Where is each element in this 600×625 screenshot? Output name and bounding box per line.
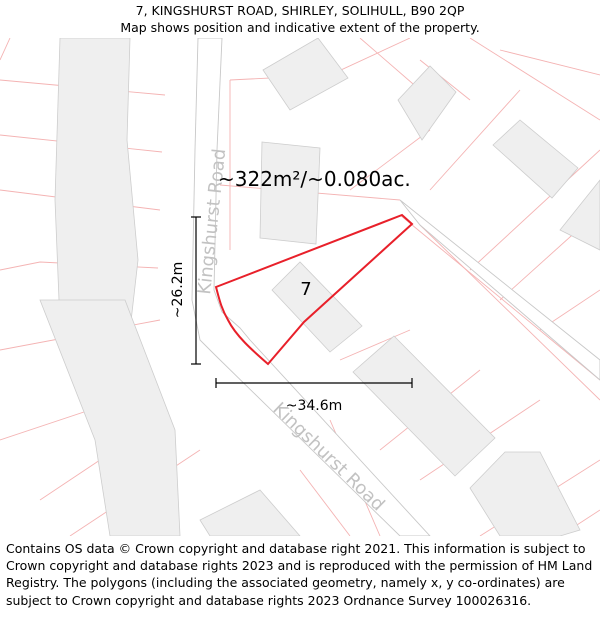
map-subtitle: Map shows position and indicative extent… (120, 20, 480, 35)
map-svg[interactable]: Kingshurst Road Kingshurst Road ~322m²/~… (0, 38, 600, 536)
building (397, 65, 457, 141)
building (559, 179, 600, 251)
map-header: 7, KINGSHURST ROAD, SHIRLEY, SOLIHULL, B… (0, 0, 600, 38)
building (262, 38, 349, 111)
building (199, 489, 301, 536)
building (352, 335, 496, 477)
building (492, 119, 579, 199)
house-number-label: 7 (300, 279, 311, 300)
copyright-notice: Contains OS data © Crown copyright and d… (6, 541, 593, 608)
road-name-lower: Kingshurst Road (269, 398, 389, 515)
property-address: 7, KINGSHURST ROAD, SHIRLEY, SOLIHULL, B… (135, 3, 465, 18)
area-label: ~322m²/~0.080ac. (218, 167, 411, 191)
dimension-height-label: ~26.2m (170, 262, 186, 319)
house-7-building (271, 261, 363, 353)
buildings (39, 38, 600, 536)
dimension-width-line (215, 378, 413, 388)
building (54, 38, 139, 331)
building (39, 299, 181, 536)
dimension-height-line (191, 216, 201, 365)
plot-boundaries (0, 38, 600, 536)
property-boundary[interactable] (214, 213, 414, 366)
map-canvas[interactable]: Kingshurst Road Kingshurst Road ~322m²/~… (0, 38, 600, 536)
roads (191, 38, 600, 536)
building (259, 141, 321, 245)
dimension-width-label: ~34.6m (286, 398, 343, 414)
road-east-branch (399, 199, 600, 381)
building (469, 451, 581, 536)
kingshurst-road-north (191, 38, 431, 536)
